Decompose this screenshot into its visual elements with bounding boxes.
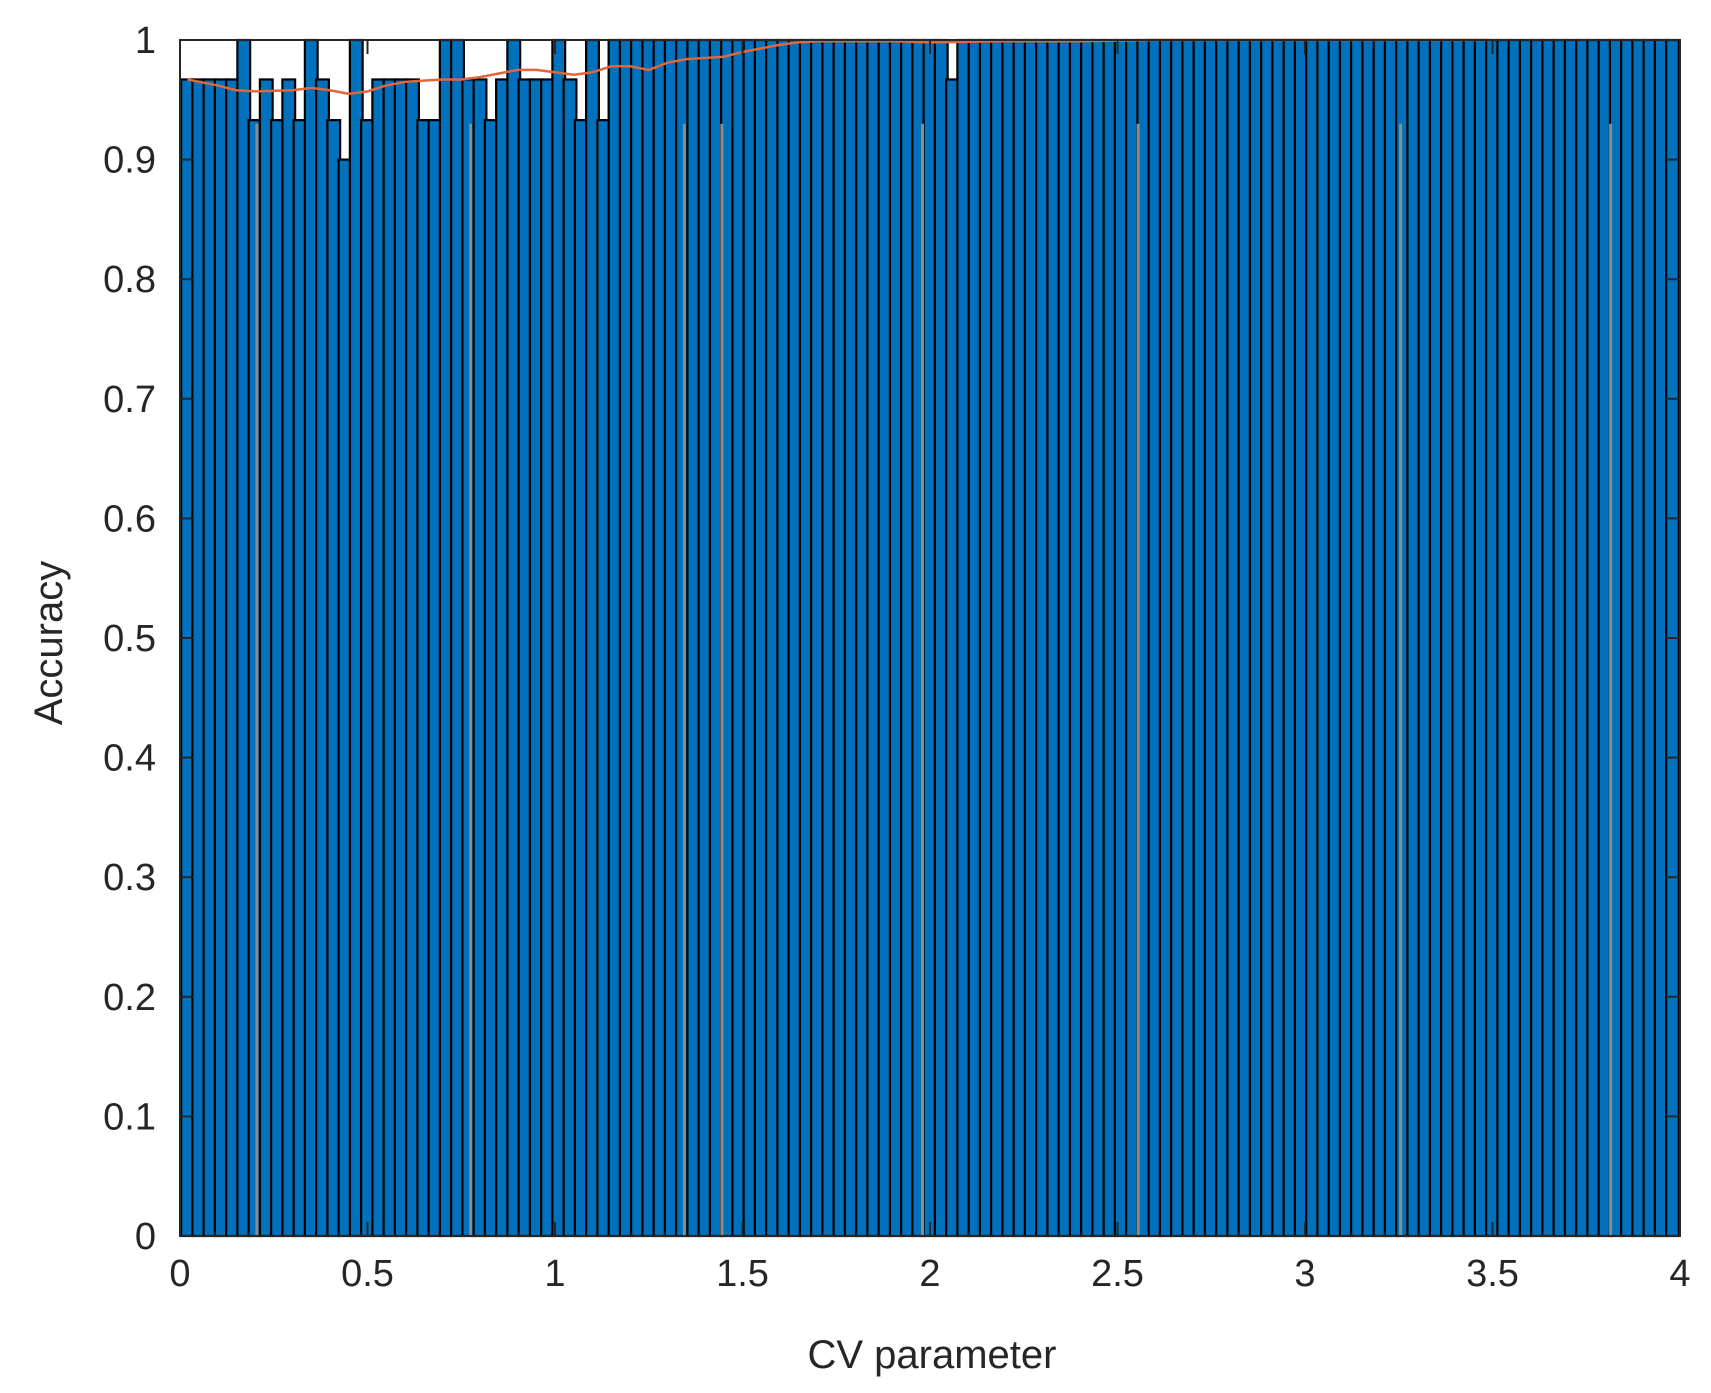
x-tick-label: 0.5 (341, 1253, 394, 1295)
y-tick-label: 1 (135, 20, 156, 62)
y-tick-label: 0.6 (103, 498, 156, 540)
bar-gap-lines (255, 123, 1613, 1236)
bar-series (180, 38, 1680, 1238)
x-tick-label: 0 (169, 1253, 190, 1295)
y-tick-label: 0.3 (103, 857, 156, 899)
y-tick-label: 0 (135, 1216, 156, 1258)
y-tick-label: 0.5 (103, 618, 156, 660)
x-axis-title: CV parameter (808, 1333, 1057, 1377)
axis-ticks (179, 39, 1681, 1237)
x-tick-label: 1 (544, 1253, 565, 1295)
x-tick-label: 3 (1294, 1253, 1315, 1295)
x-tick-label: 3.5 (1466, 1253, 1519, 1295)
y-tick-label: 0.7 (103, 379, 156, 421)
axis-tick-labels: 0 0.5 1 1.5 2 2.5 3 3.5 4 0 0.1 0.2 0.3 0.4 0.5 0.6 0.7 0… (103, 20, 1690, 1295)
y-axis-title: Accuracy (27, 561, 71, 726)
x-tick-label: 4 (1669, 1253, 1690, 1295)
y-tick-label: 0.1 (103, 1096, 156, 1138)
x-tick-label: 2 (919, 1253, 940, 1295)
y-tick-label: 0.8 (103, 259, 156, 301)
y-tick-label: 0.2 (103, 977, 156, 1019)
y-tick-label: 0.4 (103, 738, 156, 780)
x-tick-label: 1.5 (716, 1253, 769, 1295)
x-tick-label: 2.5 (1091, 1253, 1144, 1295)
y-tick-label: 0.9 (103, 140, 156, 182)
